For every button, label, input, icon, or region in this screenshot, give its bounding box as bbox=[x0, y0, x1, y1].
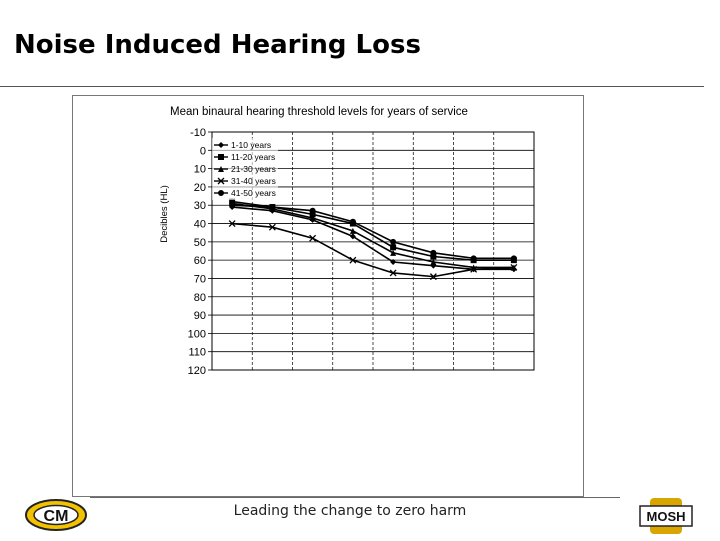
data-point bbox=[349, 218, 356, 225]
data-point bbox=[390, 249, 397, 256]
data-point bbox=[390, 258, 397, 265]
data-point bbox=[510, 255, 517, 262]
footer-tagline: Leading the change to zero harm bbox=[233, 503, 467, 519]
legend-entry: 21-30 years bbox=[214, 164, 276, 174]
data-point bbox=[389, 269, 397, 277]
legend-marker bbox=[218, 166, 224, 172]
data-point bbox=[228, 220, 236, 227]
data-point bbox=[470, 255, 477, 262]
data-point bbox=[510, 264, 518, 271]
mosh-logo-text: MOSH bbox=[647, 509, 686, 524]
y-tick-label: 50 bbox=[194, 237, 206, 249]
x-marker-stroke bbox=[309, 234, 317, 242]
x-marker-stroke bbox=[268, 223, 276, 231]
data-point bbox=[390, 238, 397, 245]
legend-label: 1-10 years bbox=[231, 140, 271, 150]
x-marker-stroke bbox=[349, 256, 357, 264]
chart-series bbox=[228, 198, 518, 281]
data-point bbox=[309, 207, 316, 214]
legend-entry: 31-40 years bbox=[214, 176, 276, 186]
legend-marker bbox=[218, 142, 224, 148]
mosh-logo: MOSH bbox=[638, 496, 694, 541]
data-point bbox=[349, 227, 356, 234]
y-tick-label: 10 bbox=[194, 164, 206, 176]
y-tick-label: 110 bbox=[188, 347, 206, 359]
series-5 bbox=[229, 202, 517, 262]
x-marker-stroke bbox=[389, 269, 397, 277]
data-point bbox=[349, 233, 356, 240]
data-point bbox=[430, 253, 437, 260]
x-marker-stroke bbox=[510, 264, 518, 271]
slide-title: Noise Induced Hearing Loss bbox=[14, 30, 421, 60]
data-point bbox=[229, 202, 236, 209]
y-tick-label: 40 bbox=[194, 219, 206, 231]
data-point bbox=[268, 223, 276, 231]
series-line bbox=[232, 202, 514, 269]
legend-label: 31-40 years bbox=[231, 176, 276, 186]
data-point bbox=[390, 244, 397, 251]
chart-frame: Mean binaural hearing threshold levels f… bbox=[72, 95, 584, 497]
legend-marker bbox=[218, 190, 224, 196]
x-marker-stroke bbox=[470, 265, 478, 273]
footer-divider bbox=[90, 497, 620, 498]
legend-marker bbox=[218, 154, 224, 160]
cm-logo: CM bbox=[24, 497, 88, 538]
legend-entry: 1-10 years bbox=[214, 140, 271, 150]
y-tick-label: 70 bbox=[194, 273, 206, 285]
title-divider bbox=[0, 86, 704, 87]
chart-title: Mean binaural hearing threshold levels f… bbox=[170, 106, 468, 118]
data-point bbox=[429, 273, 437, 281]
y-tick-label: 20 bbox=[194, 182, 206, 194]
data-point bbox=[470, 265, 478, 273]
data-point bbox=[309, 215, 316, 222]
series-line bbox=[232, 206, 514, 271]
legend-label: 41-50 years bbox=[231, 188, 276, 198]
y-axis-label: Decibles (HL) bbox=[159, 185, 170, 243]
y-tick-label: 80 bbox=[194, 292, 206, 304]
data-point bbox=[430, 249, 437, 256]
y-tick-label: 120 bbox=[188, 365, 206, 377]
series-line bbox=[232, 222, 514, 278]
y-tick-label: -10 bbox=[190, 127, 206, 139]
y-tick-label: 60 bbox=[194, 255, 206, 267]
y-tick-label: 100 bbox=[188, 328, 206, 340]
y-tick-label: 0 bbox=[200, 145, 206, 157]
series-4 bbox=[228, 220, 518, 281]
data-point bbox=[309, 211, 316, 218]
data-point bbox=[269, 204, 276, 211]
cm-logo-text: CM bbox=[44, 508, 69, 525]
x-marker-stroke bbox=[217, 177, 225, 185]
legend-entry: 11-20 years bbox=[214, 152, 275, 162]
hearing-threshold-chart: Mean binaural hearing threshold levels f… bbox=[159, 106, 535, 377]
y-tick-label: 90 bbox=[194, 310, 206, 322]
legend-marker bbox=[217, 177, 225, 185]
data-point bbox=[309, 234, 317, 242]
x-marker-stroke bbox=[228, 220, 236, 227]
legend-label: 21-30 years bbox=[231, 164, 276, 174]
y-tick-labels: -10 0 10 20 30 40 50 60 70 80 90 100 110 120 bbox=[188, 127, 206, 377]
data-point bbox=[430, 258, 437, 265]
y-tick-label: 30 bbox=[194, 200, 206, 212]
legend-label: 11-20 years bbox=[231, 152, 275, 162]
x-marker-stroke bbox=[429, 273, 437, 281]
series-line bbox=[232, 204, 514, 260]
legend-entry: 41-50 years bbox=[214, 188, 276, 198]
chart-legend: 1-10 years 11-20 years 21-30 years 31-40 ye… bbox=[212, 138, 278, 200]
data-point bbox=[349, 256, 357, 264]
